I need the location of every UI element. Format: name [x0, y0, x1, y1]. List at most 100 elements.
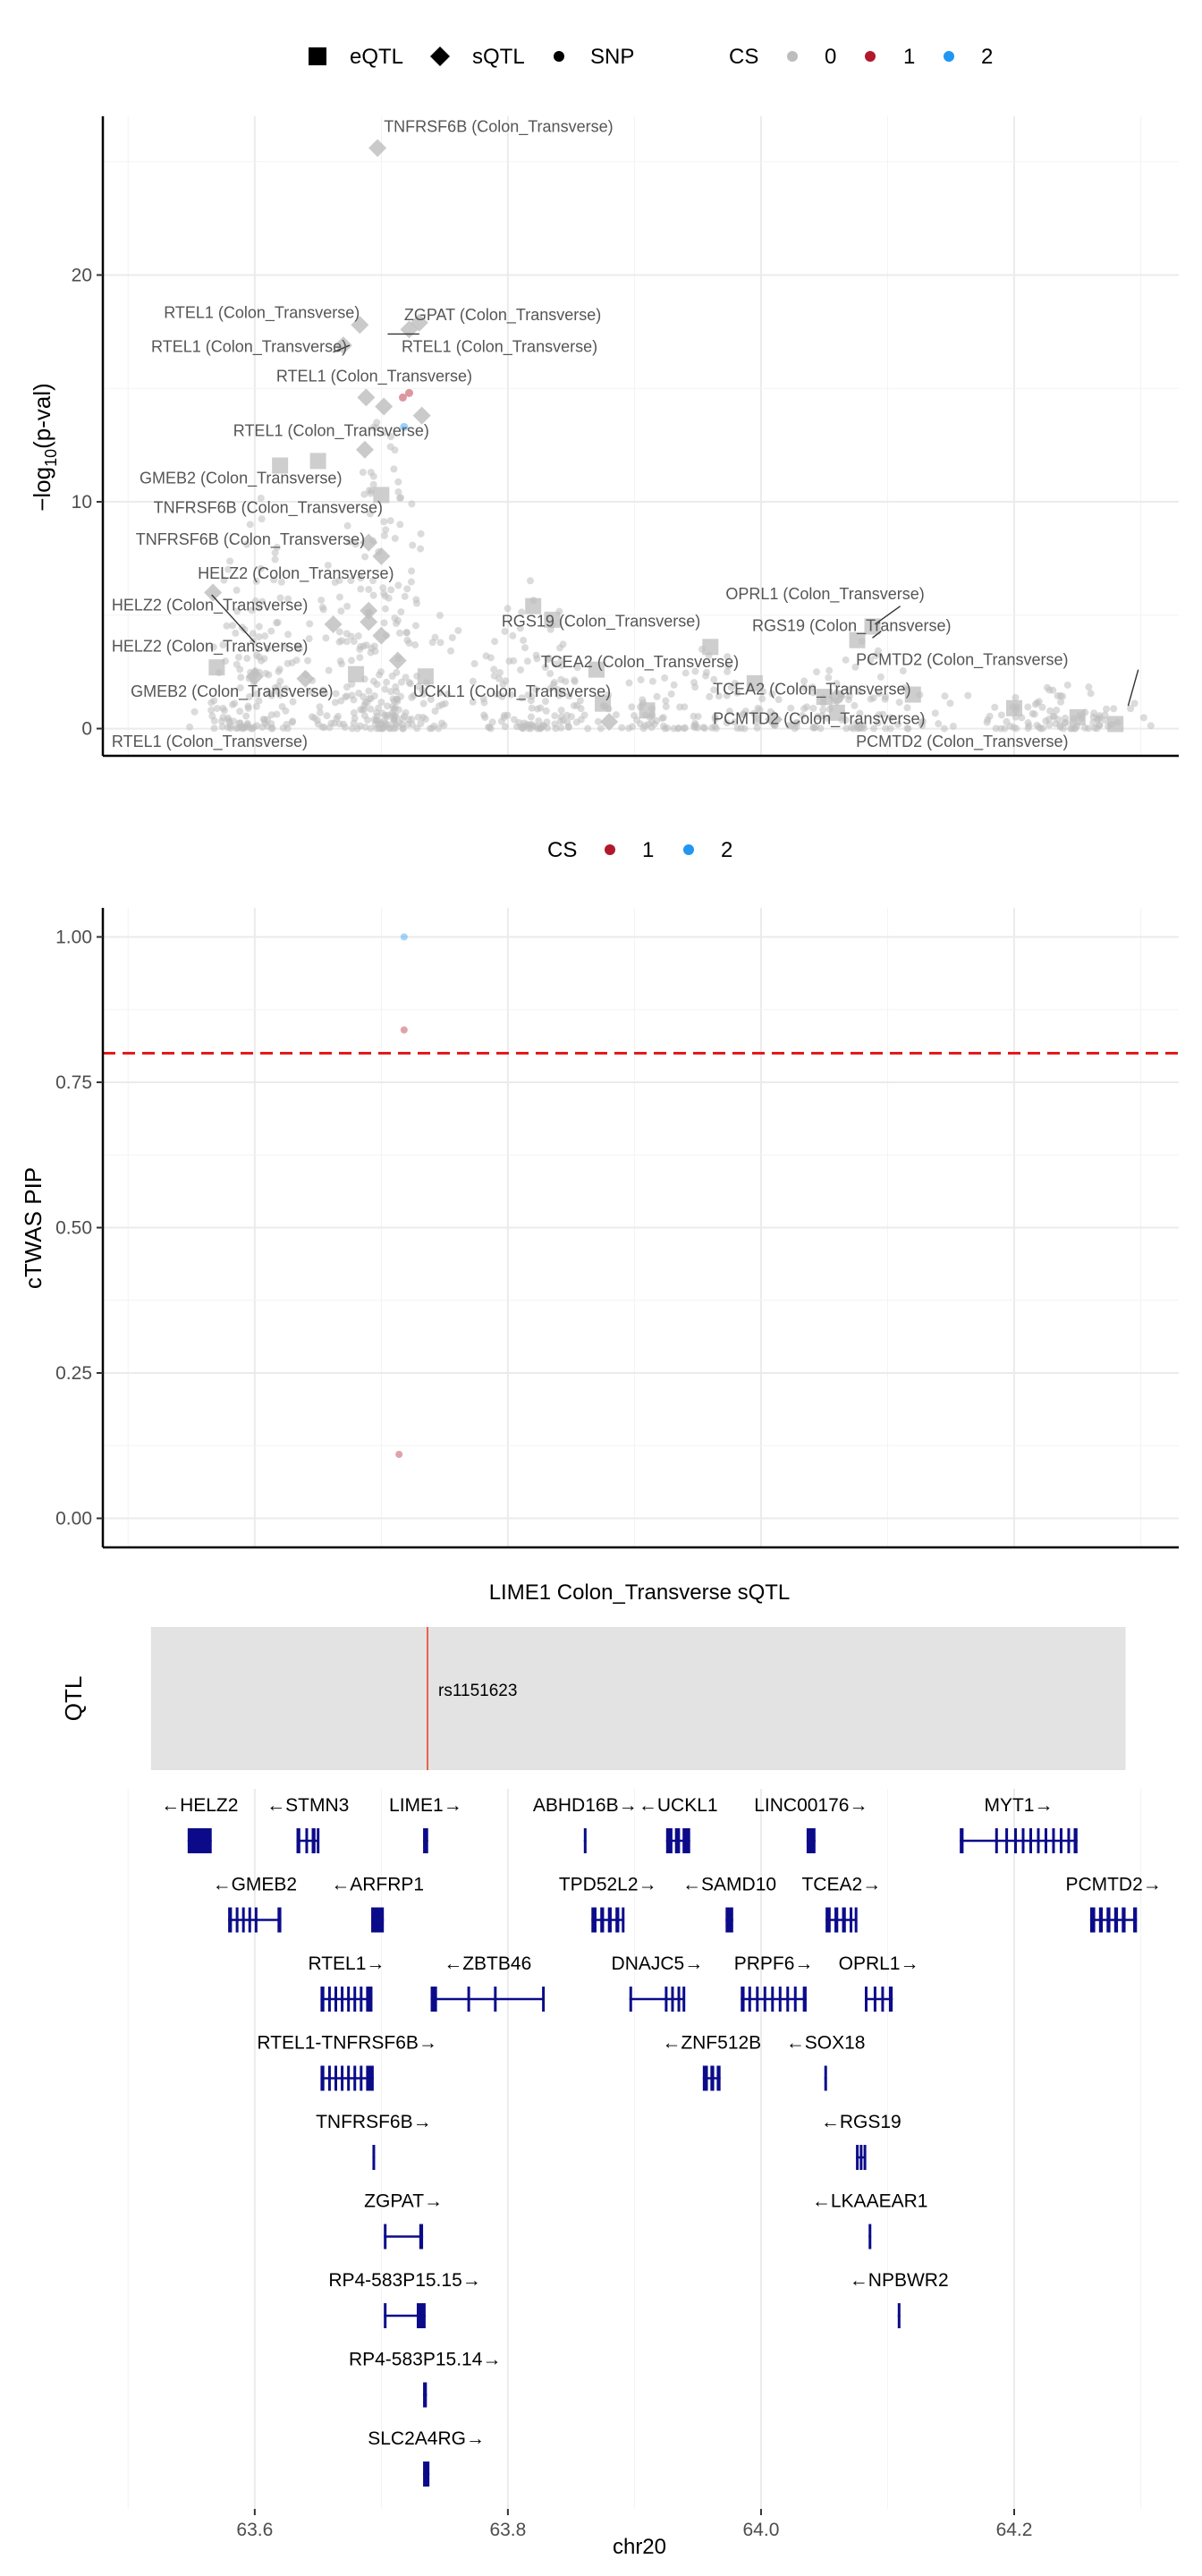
snp-point: [383, 713, 391, 721]
gene-exon: [710, 2065, 715, 2091]
gene-exon: [850, 1907, 853, 1933]
snp-point: [275, 667, 283, 675]
snp-point: [249, 630, 257, 638]
snp-point: [406, 680, 414, 688]
legend-label-sqtl: sQTL: [472, 45, 525, 69]
sqtl-point: [412, 406, 431, 425]
sqtl-point: [388, 651, 407, 670]
gene-exon: [682, 1987, 686, 2012]
snp-point: [785, 722, 793, 730]
snp-point: [319, 686, 327, 694]
snp-point: [261, 632, 269, 640]
gene-label: ←SOX18: [786, 2033, 866, 2054]
snp-point: [245, 692, 253, 700]
gene-track-panel: ←HELZ2 ←STMN3 LIME1→ ABHD16B→ ←UCKL1 LINC0017…: [127, 1789, 1162, 2559]
snp-point: [428, 724, 436, 733]
snp-point: [1096, 712, 1104, 720]
gene-label: SLC2A4RG→: [368, 2428, 485, 2449]
snp-point: [1046, 707, 1054, 715]
snp-point: [1110, 705, 1118, 713]
gene-exon: [960, 1828, 964, 1853]
snp-point: [397, 678, 405, 686]
snp-point: [507, 691, 515, 699]
snp-point: [397, 608, 405, 616]
snp-point: [641, 722, 649, 730]
snp-point: [316, 708, 324, 716]
eqtl-point: [1006, 699, 1023, 716]
pip-y-axis-label: cTWAS PIP: [20, 1167, 47, 1289]
snp-point: [351, 715, 359, 723]
snp-point: [1045, 721, 1054, 729]
pvalue-leader-lines: [211, 333, 1139, 707]
snp-point: [394, 581, 402, 589]
y-tick-label: 20: [72, 265, 92, 285]
snp-point: [870, 724, 878, 733]
sqtl-point: [372, 626, 391, 645]
snp-point: [308, 688, 316, 696]
snp-point: [562, 677, 570, 685]
y-tick-label: 1.00: [55, 928, 92, 948]
snp-point: [250, 723, 258, 731]
snp-point: [557, 713, 565, 721]
snp-point: [351, 540, 360, 548]
legend-middle: CS 1 2: [547, 838, 732, 862]
gene-label: LINC00176→: [754, 1795, 868, 1816]
snp-point: [255, 604, 263, 612]
snp-point: [383, 702, 391, 710]
snp-point: [1035, 698, 1043, 706]
snp-point: [552, 724, 560, 733]
legend-label-eqtl: eQTL: [350, 45, 403, 69]
gene-exon: [360, 1987, 363, 2012]
snp-point: [267, 627, 275, 635]
legend-label-snp: SNP: [590, 45, 634, 69]
snp-point: [419, 690, 427, 698]
snp-point: [637, 676, 645, 684]
snp-point: [495, 674, 504, 682]
snp-point: [662, 697, 670, 705]
gene-exon: [793, 1987, 797, 2012]
snp-point: [501, 723, 509, 731]
snp-point: [879, 710, 887, 718]
gene-exon: [1059, 1828, 1062, 1853]
gene-exon: [1067, 1828, 1071, 1853]
gene-exon: [542, 1987, 546, 2012]
snp-point: [231, 699, 239, 708]
gene-exon: [248, 1907, 251, 1933]
snp-point: [1043, 683, 1051, 691]
snp-point: [524, 691, 532, 699]
snp-point: [386, 517, 394, 525]
snp-point: [659, 714, 667, 722]
snp-point: [527, 713, 535, 721]
snp-point: [246, 521, 254, 529]
snp-point: [232, 629, 240, 637]
snp-point: [392, 682, 400, 691]
snp-point: [715, 692, 723, 700]
snp-point: [903, 704, 911, 712]
sqtl-point: [296, 669, 315, 688]
gene-exon: [1113, 1907, 1119, 1933]
legend-cs1-label: 1: [903, 45, 915, 69]
snp-point: [210, 724, 218, 733]
snp-point: [491, 638, 499, 646]
gene-exon: [682, 1828, 690, 1853]
eqtl-point: [348, 665, 365, 682]
legend-circle-icon: [554, 51, 564, 62]
sqtl-point: [600, 712, 619, 731]
snp-point: [1030, 710, 1038, 718]
snp-point: [787, 704, 795, 712]
snp-point: [499, 681, 507, 689]
qtl-annotation-label: HELZ2 (Colon_Transverse): [198, 564, 394, 583]
qtl-annotation-label: TNFRSF6B (Colon_Transverse): [154, 499, 383, 518]
snp-point: [357, 585, 365, 593]
snp-point: [396, 494, 404, 502]
snp-point: [557, 657, 565, 665]
snp-point: [243, 655, 251, 663]
snp-point: [725, 708, 733, 716]
snp-point: [233, 586, 241, 594]
sqtl-point: [355, 440, 374, 459]
snp-point: [265, 689, 273, 697]
leader-line: [874, 606, 902, 625]
snp-point: [523, 657, 531, 665]
eqtl-point: [816, 689, 833, 706]
gene-exon: [842, 1907, 846, 1933]
